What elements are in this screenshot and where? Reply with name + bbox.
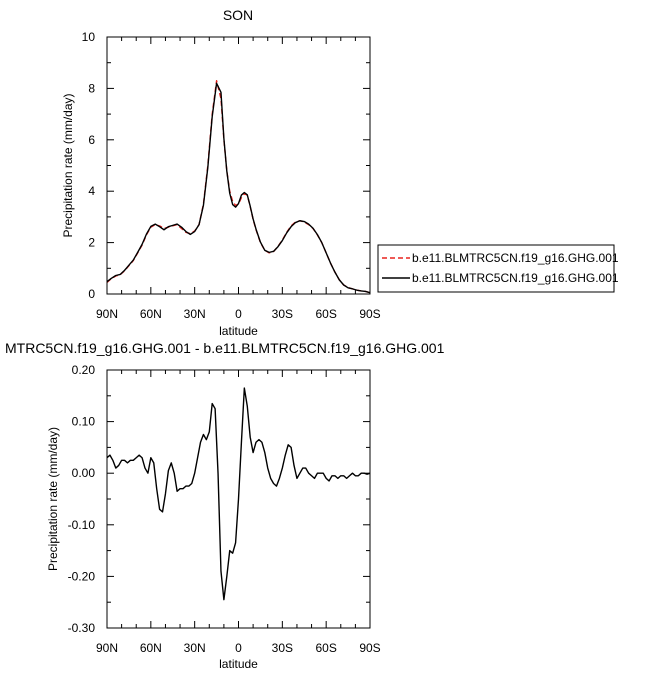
x-tick-label: 60S [315,641,336,655]
y-tick-label: 2 [88,236,95,250]
x-tick-label: 60N [140,307,162,321]
y-tick-label: 10 [82,30,96,44]
y-tick-label: 8 [88,81,95,95]
y-axis-label: Precipitation rate (mm/day) [46,427,60,571]
plot-frame [106,36,371,295]
top-panel: SON 90N 60N 30N 0 30S 60S 90S 0 2 4 6 8 10 latitude Pre… [61,7,381,338]
legend-label: b.e11.BLMTRC5CN.f19_g16.GHG.001 [412,271,619,285]
y-tick-label: 6 [88,133,95,147]
y-tick-label: -0.30 [68,621,96,635]
chart-title: SON [223,7,253,23]
difference-panel: MTRC5CN.f19_g16.GHG.001 - b.e11.BLMTRC5C… [5,340,445,671]
series-line-2 [107,82,370,294]
x-tick-label: 90S [359,641,380,655]
x-tick-label: 30N [184,307,206,321]
x-tick-label: 0 [235,641,242,655]
y-tick-label: 0 [88,287,95,301]
x-tick-label: 30S [272,641,293,655]
y-tick-label: -0.20 [68,569,96,583]
y-tick-label: 0.20 [72,363,96,377]
y-tick-label: 0.00 [72,466,96,480]
y-axis-label: Precipitation rate (mm/day) [61,93,75,237]
x-tick-label: 90N [96,641,118,655]
legend-box [377,244,615,293]
y-tick-label: 4 [88,184,95,198]
x-tick-label: 90N [96,307,118,321]
legend-label: b.e11.BLMTRC5CN.f19_g16.GHG.001 [412,251,619,265]
x-tick-label: 30N [184,641,206,655]
chart-title: MTRC5CN.f19_g16.GHG.001 - b.e11.BLMTRC5C… [5,340,445,356]
legend: b.e11.BLMTRC5CN.f19_g16.GHG.001 b.e11.BLM… [377,244,619,293]
x-tick-label: 60S [315,307,336,321]
x-tick-label: 30S [272,307,293,321]
y-tick-label: 0.10 [72,415,96,429]
series-line-1 [107,387,370,601]
x-axis-label: latitude [219,324,258,338]
x-tick-label: 60N [140,641,162,655]
series-line-1 [107,79,370,294]
x-tick-label: 0 [235,307,242,321]
y-tick-label: -0.10 [68,518,96,532]
x-tick-label: 90S [359,307,380,321]
x-axis-label: latitude [219,657,258,671]
